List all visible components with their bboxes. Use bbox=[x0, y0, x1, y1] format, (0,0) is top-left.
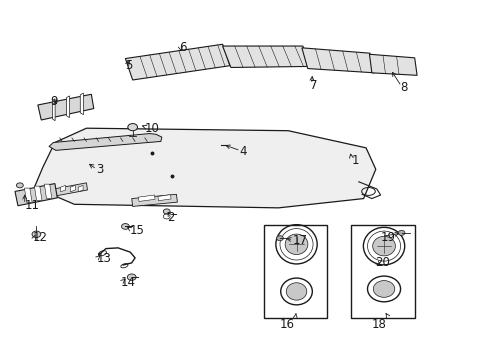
Circle shape bbox=[127, 123, 137, 131]
Text: 12: 12 bbox=[33, 231, 48, 244]
Polygon shape bbox=[131, 194, 177, 206]
Polygon shape bbox=[369, 54, 416, 75]
Bar bbox=[264, 225, 326, 318]
Circle shape bbox=[397, 230, 404, 235]
Polygon shape bbox=[52, 99, 55, 121]
Circle shape bbox=[121, 224, 129, 229]
Polygon shape bbox=[44, 184, 52, 198]
Circle shape bbox=[276, 236, 283, 241]
Polygon shape bbox=[34, 186, 42, 201]
Polygon shape bbox=[125, 44, 229, 80]
Text: 14: 14 bbox=[120, 276, 135, 289]
Text: 19: 19 bbox=[380, 231, 395, 244]
Polygon shape bbox=[70, 185, 75, 192]
Text: 2: 2 bbox=[166, 211, 174, 224]
Ellipse shape bbox=[372, 280, 394, 297]
Polygon shape bbox=[301, 48, 374, 73]
Text: 8: 8 bbox=[399, 81, 407, 94]
Polygon shape bbox=[15, 184, 57, 206]
Circle shape bbox=[163, 209, 170, 214]
Text: 1: 1 bbox=[351, 154, 358, 167]
Ellipse shape bbox=[285, 234, 307, 255]
Polygon shape bbox=[138, 195, 155, 202]
Polygon shape bbox=[80, 93, 83, 114]
Text: 3: 3 bbox=[96, 163, 103, 176]
Ellipse shape bbox=[211, 143, 220, 147]
Text: 13: 13 bbox=[96, 252, 111, 265]
Polygon shape bbox=[49, 134, 162, 150]
Polygon shape bbox=[24, 188, 32, 202]
Text: 18: 18 bbox=[371, 318, 386, 331]
Text: 9: 9 bbox=[50, 95, 58, 108]
Polygon shape bbox=[61, 185, 65, 192]
Circle shape bbox=[32, 231, 41, 238]
Polygon shape bbox=[34, 128, 375, 208]
Text: 6: 6 bbox=[179, 41, 186, 54]
Ellipse shape bbox=[285, 283, 306, 300]
Polygon shape bbox=[158, 195, 171, 201]
Text: 10: 10 bbox=[144, 122, 160, 135]
Text: 5: 5 bbox=[125, 59, 132, 72]
Text: 15: 15 bbox=[129, 224, 144, 237]
Circle shape bbox=[127, 274, 136, 280]
Polygon shape bbox=[54, 183, 87, 196]
Ellipse shape bbox=[372, 236, 395, 256]
Polygon shape bbox=[78, 185, 83, 192]
Text: 20: 20 bbox=[374, 256, 389, 269]
Polygon shape bbox=[66, 96, 69, 118]
Polygon shape bbox=[222, 46, 311, 67]
Circle shape bbox=[17, 183, 23, 188]
Text: 11: 11 bbox=[25, 198, 40, 212]
Text: 17: 17 bbox=[292, 234, 307, 247]
Text: 4: 4 bbox=[239, 145, 246, 158]
Text: 16: 16 bbox=[279, 318, 294, 331]
Text: 7: 7 bbox=[309, 79, 317, 92]
Bar bbox=[351, 225, 414, 318]
Polygon shape bbox=[38, 94, 94, 120]
